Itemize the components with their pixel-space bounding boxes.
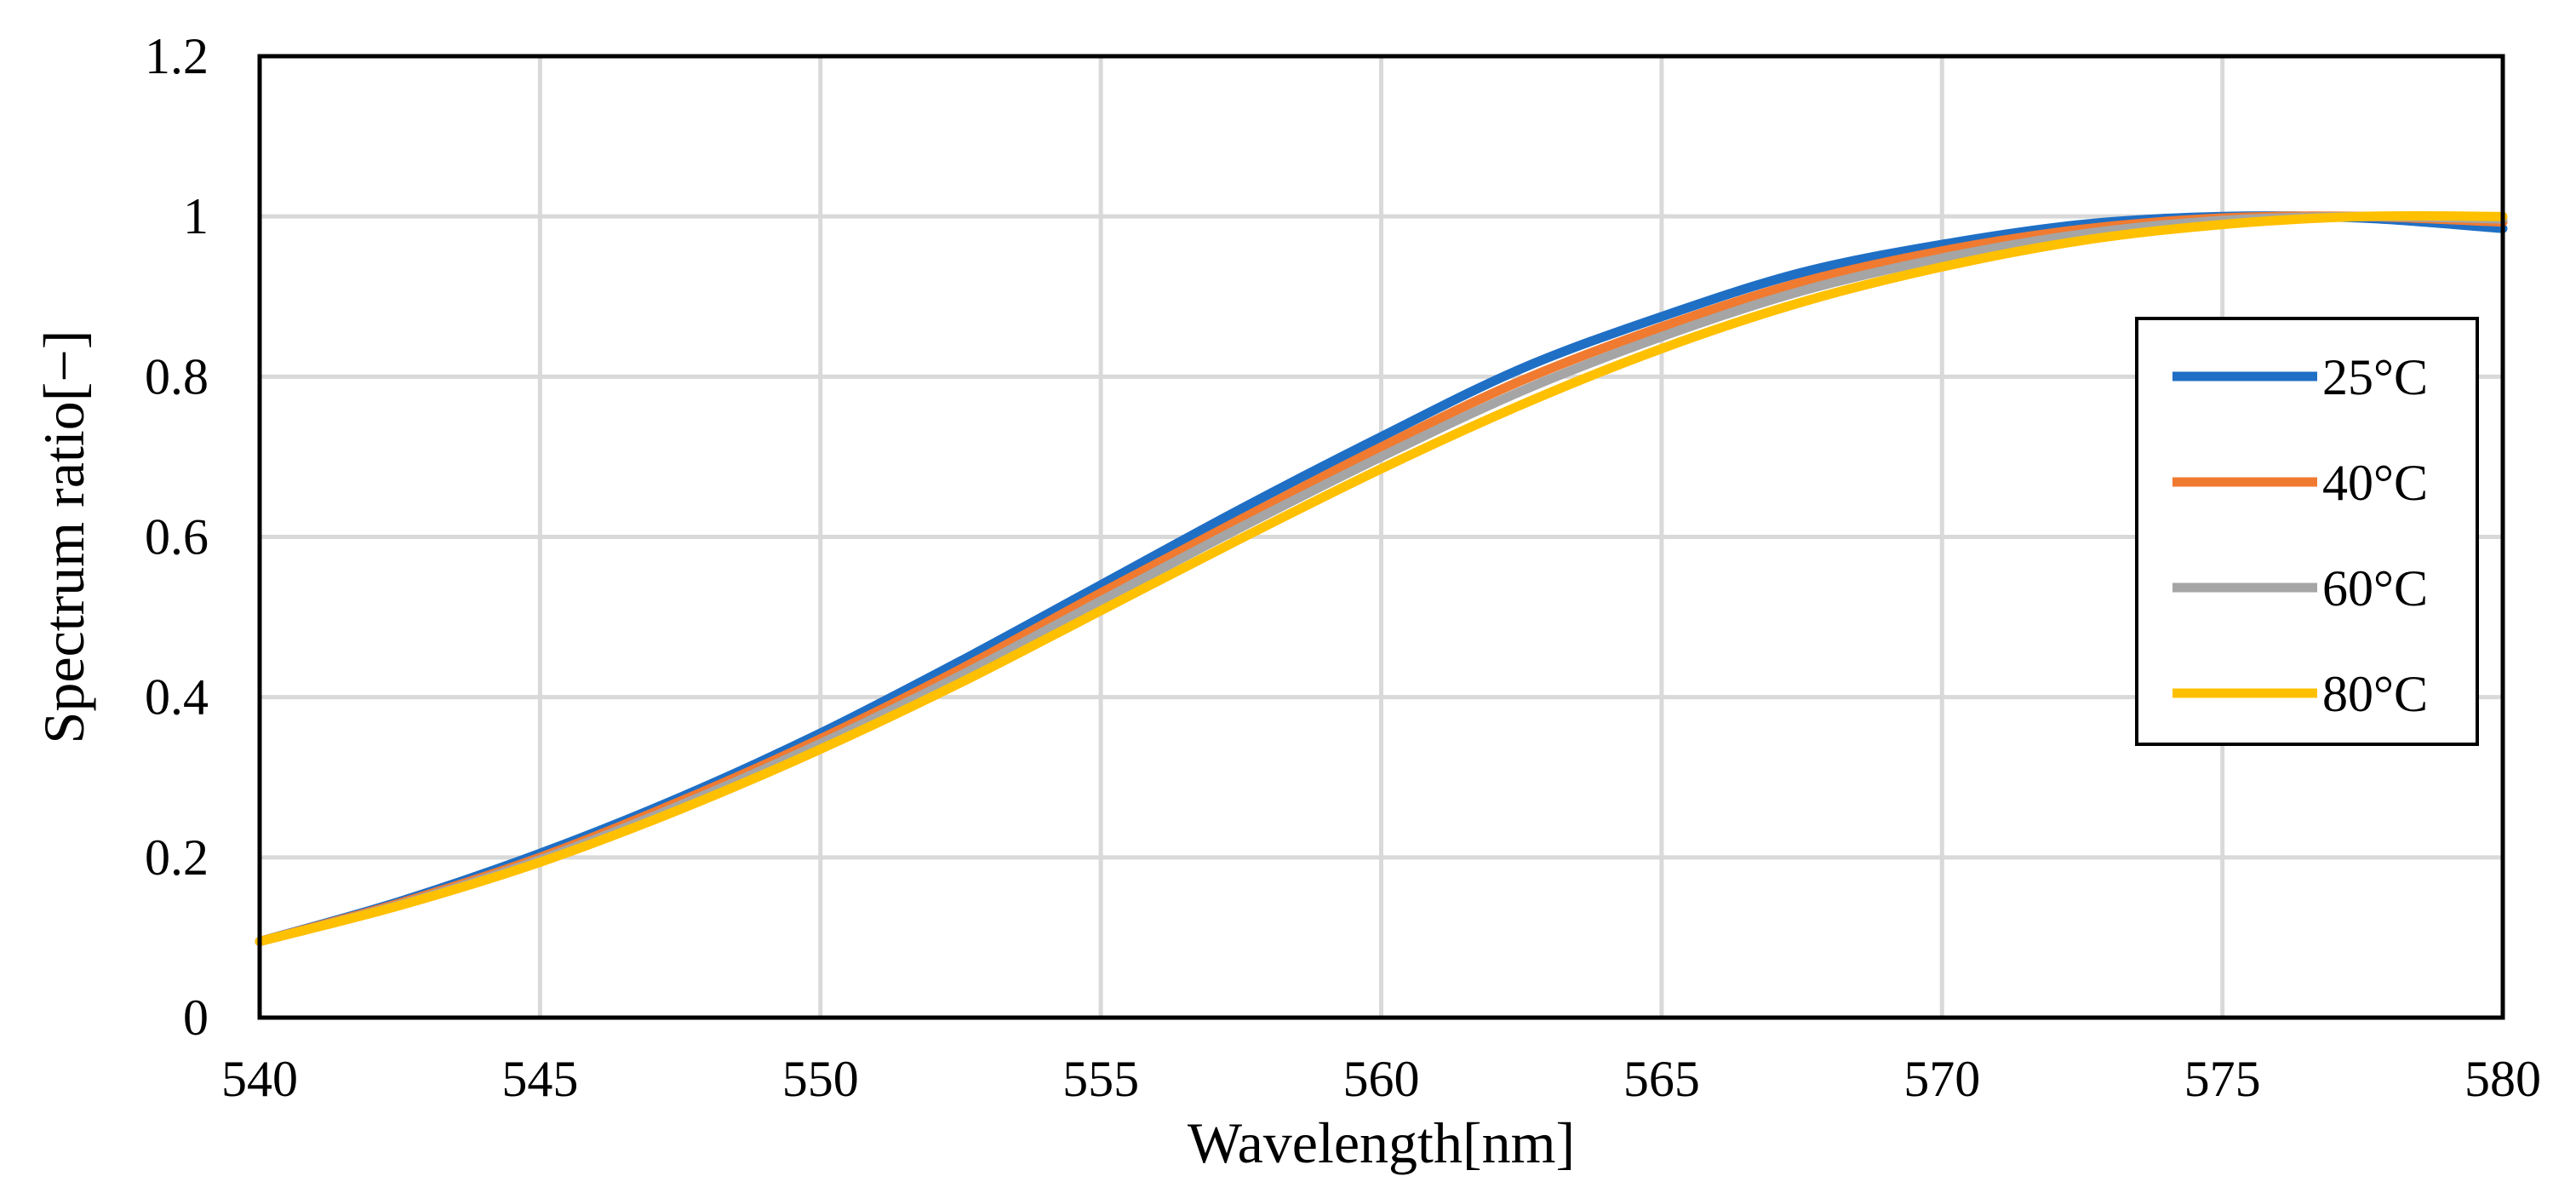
x-axis-title: Wavelength[nm] bbox=[1188, 1110, 1575, 1175]
series-lines bbox=[255, 210, 2508, 947]
y-tick-label: 1 bbox=[183, 188, 209, 244]
x-axis-ticks: 540 545 550 555 560 565 570 575 580 bbox=[221, 1051, 2541, 1107]
legend-label-2: 40°C bbox=[2322, 455, 2428, 511]
x-tick-label: 560 bbox=[1343, 1051, 1420, 1107]
x-tick-label: 580 bbox=[2464, 1051, 2541, 1107]
y-tick-label: 0.8 bbox=[145, 348, 209, 404]
y-tick-label: 0 bbox=[183, 990, 209, 1046]
y-tick-label: 0.2 bbox=[145, 829, 209, 886]
y-axis-title: Spectrum ratio[−] bbox=[31, 330, 96, 744]
x-tick-label: 570 bbox=[1903, 1051, 1980, 1107]
legend-label-4: 80°C bbox=[2322, 666, 2428, 722]
legend-box bbox=[2135, 317, 2479, 746]
y-tick-label: 1.2 bbox=[145, 28, 209, 84]
x-tick-label: 545 bbox=[501, 1051, 578, 1107]
legend-label-1: 25°C bbox=[2322, 349, 2428, 405]
legend-label-3: 60°C bbox=[2322, 560, 2428, 617]
y-axis-ticks: 0 0.2 0.4 0.6 0.8 1 1.2 bbox=[145, 28, 209, 1046]
x-tick-label: 575 bbox=[2184, 1051, 2261, 1107]
x-tick-label: 555 bbox=[1062, 1051, 1139, 1107]
legend: 25°C 40°C 60°C 80°C bbox=[2135, 317, 2479, 746]
y-tick-label: 0.4 bbox=[145, 669, 209, 726]
y-tick-label: 0.6 bbox=[145, 509, 209, 565]
x-tick-label: 550 bbox=[782, 1051, 859, 1107]
x-tick-label: 540 bbox=[221, 1051, 298, 1107]
plot-area-frame bbox=[257, 54, 2505, 1020]
series-line-4 bbox=[255, 210, 2508, 947]
x-tick-label: 565 bbox=[1623, 1051, 1700, 1107]
